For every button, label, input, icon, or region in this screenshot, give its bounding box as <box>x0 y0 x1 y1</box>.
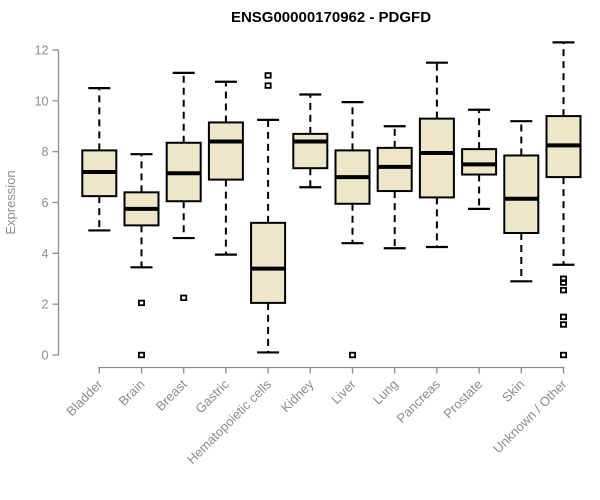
y-tick-label: 12 <box>35 44 49 58</box>
boxplot-prostate <box>461 108 498 210</box>
iqr-box <box>418 117 455 199</box>
y-tick-label: 8 <box>42 145 49 159</box>
x-tick-label-gastric: Gastric <box>192 376 232 416</box>
x-tick-label-bladder: Bladder <box>63 376 106 419</box>
iqr-box <box>207 121 244 181</box>
outlier-point <box>264 72 272 79</box>
outlier-point <box>348 351 356 359</box>
iqr-box <box>376 146 413 193</box>
x-tick-label-breast: Breast <box>153 376 190 413</box>
chart-title: ENSG00000170962 - PDGFD <box>230 9 432 26</box>
iqr-box <box>503 154 540 235</box>
x-tick-label-pancreas: Pancreas <box>394 376 444 426</box>
outlier-point <box>137 351 145 359</box>
y-tick-label: 0 <box>42 349 49 363</box>
y-tick-label: 10 <box>35 94 49 108</box>
outlier-point <box>137 299 145 307</box>
outlier-point <box>560 279 568 286</box>
outlier-point <box>560 351 568 359</box>
boxplot-skin <box>503 120 540 283</box>
y-tick-label: 2 <box>42 298 49 312</box>
x-tick-label-lung: Lung <box>370 377 401 408</box>
y-axis: 0 2 4 6 8 10 12 Expression <box>3 44 60 363</box>
x-tick-label-liver: Liver <box>328 376 359 407</box>
y-tick-label: 4 <box>42 247 49 261</box>
boxplot-unknown-other <box>545 41 582 359</box>
outlier-point <box>560 313 568 321</box>
x-tick-label-brain: Brain <box>116 377 148 409</box>
boxplot-liver <box>334 101 371 359</box>
boxplot-lung <box>376 125 413 250</box>
boxplot-hematopoietic-cells <box>250 72 287 354</box>
boxplot-pancreas <box>418 61 455 249</box>
boxplot-gastric <box>207 80 244 256</box>
iqr-box <box>461 148 498 176</box>
y-tick-label: 6 <box>42 196 49 210</box>
outlier-point <box>180 294 188 302</box>
y-axis-title: Expression <box>3 170 18 234</box>
x-tick-label-kidney: Kidney <box>278 376 317 415</box>
outlier-point <box>264 82 272 89</box>
outlier-point <box>560 321 568 328</box>
x-tick-label-unknown-other: Unknown / Other <box>490 376 570 456</box>
boxplot-kidney <box>292 93 329 189</box>
iqr-box <box>250 221 287 304</box>
iqr-box <box>292 132 329 170</box>
boxplot-bladder <box>81 87 118 232</box>
outlier-point <box>560 286 568 294</box>
x-tick-label-prostate: Prostate <box>440 377 485 422</box>
x-tick-label-skin: Skin <box>499 377 527 405</box>
boxplot-brain <box>123 153 160 359</box>
boxplot-breast <box>165 71 202 302</box>
